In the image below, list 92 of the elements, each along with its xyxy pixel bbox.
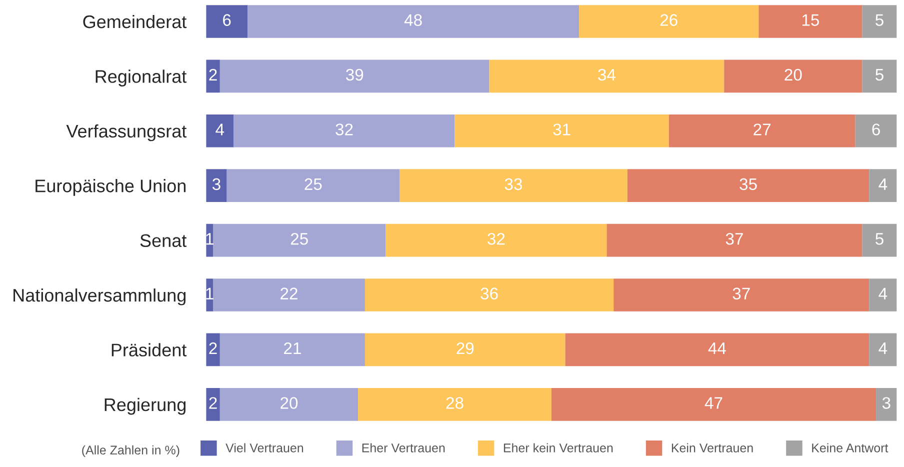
data-label: 2 xyxy=(209,397,217,409)
data-label: 44 xyxy=(708,342,726,354)
bar xyxy=(358,388,552,421)
bar xyxy=(213,278,365,312)
bar xyxy=(862,60,897,93)
bar xyxy=(206,114,234,148)
y-tick-label: Europäische Union xyxy=(36,179,186,196)
data-label: 48 xyxy=(404,14,422,26)
data-label: 26 xyxy=(660,14,678,26)
bar xyxy=(206,60,220,93)
data-label: 15 xyxy=(802,14,820,26)
bar xyxy=(226,169,400,202)
data-label: 36 xyxy=(480,288,498,300)
data-label: 6 xyxy=(872,124,880,136)
bar xyxy=(862,224,897,257)
data-label: 25 xyxy=(304,178,322,190)
bar xyxy=(876,388,897,421)
bar xyxy=(606,224,862,257)
data-label: 1 xyxy=(206,288,214,300)
bar xyxy=(862,5,897,38)
data-label: 20 xyxy=(280,397,298,409)
data-label: 21 xyxy=(284,342,301,354)
data-label: 2 xyxy=(209,342,217,354)
bar xyxy=(213,224,386,257)
bar xyxy=(869,278,897,312)
bar xyxy=(614,278,870,312)
data-label: 47 xyxy=(704,397,722,409)
data-label: 37 xyxy=(732,288,750,300)
data-label: 4 xyxy=(878,288,888,300)
data-label: 35 xyxy=(740,178,757,190)
bar xyxy=(869,169,897,202)
bar xyxy=(220,388,358,421)
bar xyxy=(668,114,856,148)
legend-label: Eher kein Vertrauen xyxy=(504,443,613,452)
data-label: 28 xyxy=(446,397,464,409)
bar xyxy=(248,5,580,38)
bar xyxy=(386,224,607,257)
bar xyxy=(855,114,897,148)
data-label: 31 xyxy=(553,124,570,136)
bar xyxy=(869,333,897,366)
y-tick-label: Nationalversammlung xyxy=(14,288,186,306)
data-label: 2 xyxy=(209,68,217,80)
data-label: 5 xyxy=(876,69,884,81)
data-label: 3 xyxy=(882,397,890,409)
bar xyxy=(627,169,870,202)
data-label: 32 xyxy=(488,232,505,245)
bar xyxy=(399,169,628,202)
bar xyxy=(758,5,862,38)
legend-label: Keine Antwort xyxy=(812,443,888,452)
y-tick-label: Regierung xyxy=(104,398,186,415)
bar xyxy=(489,60,724,93)
data-label: 22 xyxy=(280,288,298,300)
data-label: 25 xyxy=(290,232,308,245)
bar xyxy=(206,169,227,202)
bar xyxy=(206,5,248,38)
data-label: 27 xyxy=(754,124,771,136)
data-label: 32 xyxy=(336,124,353,136)
bar xyxy=(234,114,455,148)
data-label: 37 xyxy=(726,232,743,245)
legend-label: Viel Vertrauen xyxy=(226,443,304,452)
bar xyxy=(364,278,614,312)
bar xyxy=(565,333,870,366)
y-tick-label: Regionalrat xyxy=(96,70,187,86)
bar xyxy=(364,333,566,366)
data-label: 5 xyxy=(876,14,884,26)
data-label: 4 xyxy=(878,178,888,190)
bar xyxy=(206,333,220,366)
data-label: 4 xyxy=(878,342,888,354)
data-label: 5 xyxy=(876,233,884,245)
bar xyxy=(579,5,759,38)
legend-label: Kein Vertrauen xyxy=(672,443,753,452)
data-label: 33 xyxy=(504,178,522,190)
data-label: 20 xyxy=(784,68,802,81)
bar xyxy=(724,60,862,93)
y-tick-label: Gemeinderat xyxy=(83,14,187,28)
bar xyxy=(454,114,669,148)
data-label: 39 xyxy=(346,68,364,81)
bar xyxy=(551,388,876,421)
bar xyxy=(206,388,220,421)
data-label: 4 xyxy=(216,124,224,136)
y-tick-label: Präsident xyxy=(112,343,187,356)
data-label: 34 xyxy=(598,68,616,81)
y-tick-label: Verfassungsrat xyxy=(66,124,187,142)
y-tick-label: Senat xyxy=(140,234,187,248)
data-label: 6 xyxy=(223,14,231,26)
bar xyxy=(220,333,365,366)
data-label: 29 xyxy=(456,342,474,354)
data-label: 3 xyxy=(212,178,220,190)
text: (Alle Zahlen in %) xyxy=(82,445,180,457)
legend-label: Eher Vertrauen xyxy=(362,443,445,452)
bar xyxy=(220,60,490,93)
data-label: 1 xyxy=(206,233,214,245)
